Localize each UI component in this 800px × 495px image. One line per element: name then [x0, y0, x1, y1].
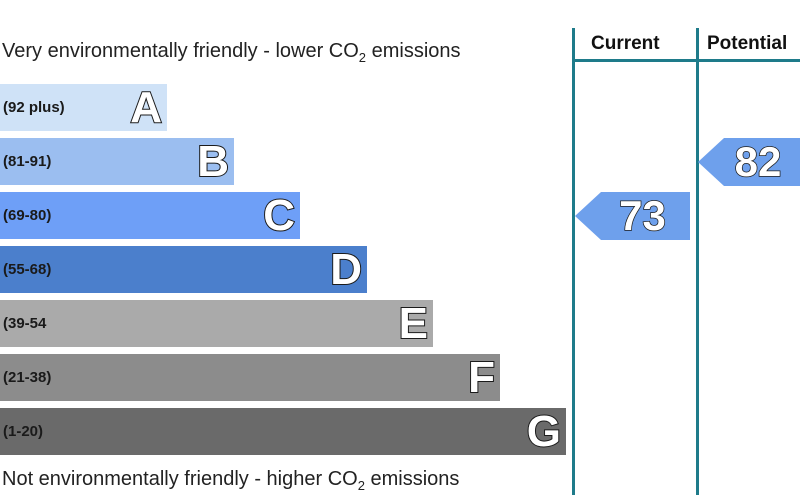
band-e: (39-54 E	[0, 300, 433, 347]
current-column-header: Current	[591, 33, 660, 54]
potential-column-divider	[696, 28, 699, 495]
bottom-caption: Not environmentally friendly - higher CO…	[2, 468, 460, 493]
band-letter: A	[129, 83, 163, 132]
current-column-divider	[572, 28, 575, 495]
header-divider	[573, 59, 800, 62]
band-range-label: (1-20)	[3, 423, 44, 440]
band-b: (81-91) B	[0, 138, 234, 185]
band-range-label: (92 plus)	[3, 99, 65, 116]
band-letter: E	[398, 299, 429, 348]
band-range-label: (81-91)	[3, 153, 52, 170]
band-letter: B	[196, 137, 230, 186]
band-letter: F	[467, 353, 496, 402]
band-f: (21-38) F	[0, 354, 500, 401]
band-range-label: (55-68)	[3, 261, 52, 278]
potential-rating-value: 82	[734, 138, 782, 186]
potential-column-header: Potential	[707, 33, 788, 54]
potential-rating-marker: 82	[698, 138, 800, 186]
band-c: (69-80) C	[0, 192, 300, 239]
band-letter: C	[262, 191, 296, 240]
current-rating-marker: 73	[575, 192, 690, 240]
band-range-label: (21-38)	[3, 369, 52, 386]
band-g: (1-20) G	[0, 408, 566, 455]
band-d: (55-68) D	[0, 246, 367, 293]
band-letter: D	[329, 245, 363, 294]
band-range-label: (69-80)	[3, 207, 52, 224]
band-a: (92 plus) A	[0, 84, 167, 131]
band-range-label: (39-54	[3, 315, 47, 332]
top-caption: Very environmentally friendly - lower CO…	[2, 40, 461, 65]
band-letter: G	[526, 407, 562, 456]
current-rating-value: 73	[618, 192, 666, 240]
